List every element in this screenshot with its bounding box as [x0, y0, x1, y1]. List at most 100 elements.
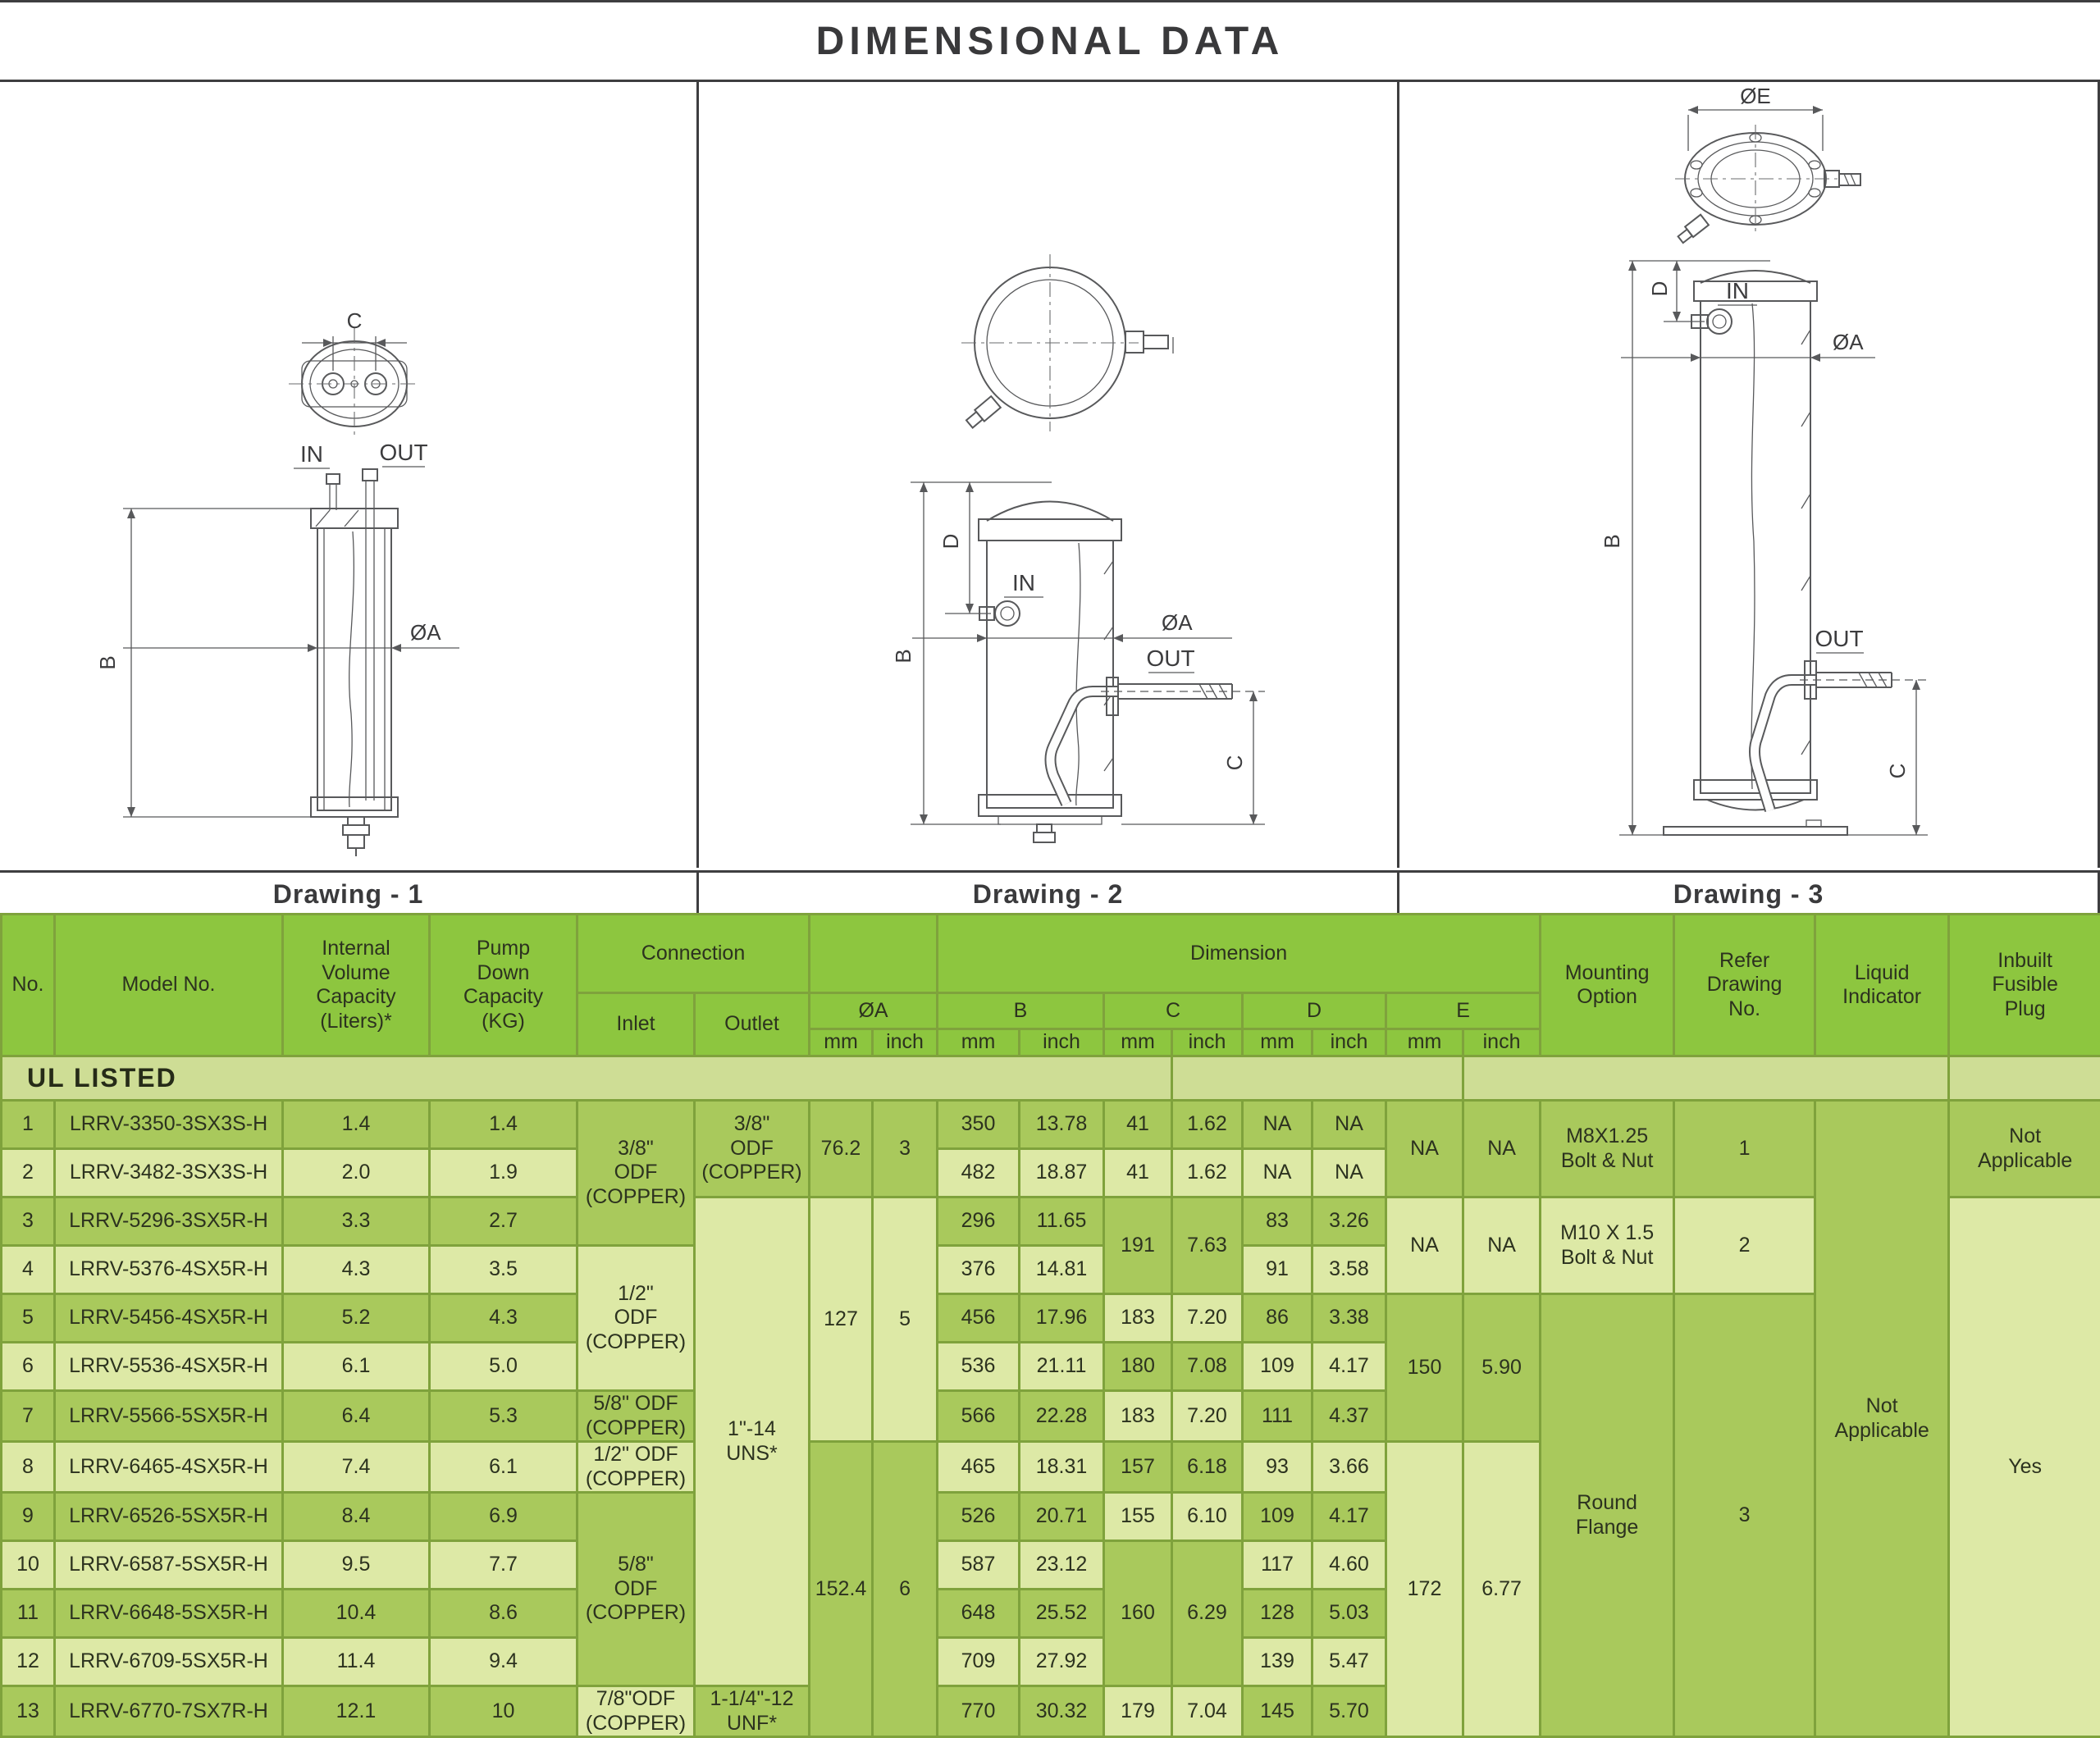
- data-cell: 41: [1102, 1147, 1174, 1198]
- data-cell: NA: [1385, 1099, 1465, 1198]
- data-cell: 7/8"ODF (COPPER): [576, 1685, 696, 1738]
- data-cell: 117: [1241, 1540, 1314, 1590]
- data-cell: 6.9: [428, 1491, 578, 1542]
- data-cell: 4.17: [1311, 1491, 1388, 1542]
- data-cell: 296: [936, 1196, 1021, 1247]
- dim-label-b: B: [95, 655, 120, 669]
- data-cell: Not Applicable: [1947, 1099, 2100, 1198]
- ul-listed-band: UL LISTED: [0, 1055, 1174, 1102]
- data-cell: 5.2: [281, 1293, 431, 1343]
- data-cell: 145: [1241, 1685, 1314, 1738]
- header-cell: inch: [1311, 1028, 1388, 1057]
- data-cell: 4.60: [1311, 1540, 1388, 1590]
- drawing-caption-3: Drawing - 3: [1399, 873, 2100, 915]
- data-cell: 709: [936, 1636, 1021, 1687]
- drawing-caption-1: Drawing - 1: [0, 873, 699, 915]
- col-volume: Internal Volume Capacity (Liters)*: [281, 913, 431, 1057]
- col-outlet: Outlet: [692, 992, 811, 1057]
- data-cell: 3.5: [428, 1244, 578, 1295]
- data-cell: 9.5: [281, 1540, 431, 1590]
- data-cell: 10.4: [281, 1588, 431, 1639]
- data-cell: 5.3: [428, 1389, 578, 1443]
- data-cell: 109: [1241, 1341, 1314, 1392]
- data-cell: 1.62: [1171, 1147, 1244, 1198]
- col-model: Model No.: [53, 913, 284, 1057]
- data-cell: 18.87: [1018, 1147, 1106, 1198]
- data-cell: NA: [1462, 1099, 1542, 1198]
- data-cell: 3: [1673, 1293, 1817, 1738]
- col-inlet: Inlet: [576, 992, 696, 1057]
- header-cell: inch: [1018, 1028, 1106, 1057]
- data-cell: 9.4: [428, 1636, 578, 1687]
- drawing2-top-view: [961, 254, 1174, 431]
- data-cell: 10: [428, 1685, 578, 1738]
- col-dia-a-spacer: [808, 913, 939, 994]
- data-cell: 5.03: [1311, 1588, 1388, 1639]
- data-cell: 3/8" ODF (COPPER): [692, 1099, 811, 1198]
- dim-label-c: C: [347, 308, 363, 333]
- data-cell: 526: [936, 1491, 1021, 1542]
- data-cell: 5: [871, 1196, 939, 1443]
- data-cell: Not Applicable: [1814, 1099, 1951, 1738]
- dimensional-data-table: No. Model No. Internal Volume Capacity (Li…: [0, 913, 2100, 1738]
- data-cell: 25.52: [1018, 1588, 1106, 1639]
- data-cell: 13.78: [1018, 1099, 1106, 1150]
- data-cell: 180: [1102, 1341, 1174, 1392]
- data-cell: 13: [0, 1685, 56, 1738]
- col-pumpdown: Pump Down Capacity (KG): [428, 913, 578, 1057]
- data-cell: 456: [936, 1293, 1021, 1343]
- data-cell: 1-1/4"-12 UNF*: [692, 1685, 811, 1738]
- data-cell: NA: [1241, 1099, 1314, 1150]
- data-cell: 111: [1241, 1389, 1314, 1443]
- data-cell: 11: [0, 1588, 56, 1639]
- data-cell: 8.6: [428, 1588, 578, 1639]
- col-no: No.: [0, 913, 56, 1057]
- data-cell: 183: [1102, 1389, 1174, 1443]
- data-cell: LRRV-3482-3SX3S-H: [53, 1147, 284, 1198]
- drawing3-front-view: IN D B: [1600, 260, 1928, 836]
- dim-label-b: B: [891, 649, 915, 663]
- data-cell: 7.04: [1171, 1685, 1244, 1738]
- drawings-section: DIMENSIONAL DATA: [0, 0, 2100, 915]
- data-cell: 12: [0, 1636, 56, 1687]
- page-title: DIMENSIONAL DATA: [0, 2, 2100, 82]
- drawing1-top-view: C: [289, 308, 420, 440]
- ul-band-cell: [1171, 1055, 1465, 1102]
- data-cell: LRRV-5296-3SX5R-H: [53, 1196, 284, 1247]
- data-cell: NA: [1311, 1099, 1388, 1150]
- data-cell: 109: [1241, 1491, 1314, 1542]
- data-cell: LRRV-5536-4SX5R-H: [53, 1341, 284, 1392]
- data-cell: 83: [1241, 1196, 1314, 1247]
- dim-label-dia-a: ØA: [1833, 330, 1864, 354]
- data-cell: 3/8" ODF (COPPER): [576, 1099, 696, 1247]
- data-cell: 160: [1102, 1540, 1174, 1687]
- data-cell: 17.96: [1018, 1293, 1106, 1343]
- header-cell: mm: [936, 1028, 1021, 1057]
- data-cell: 5.47: [1311, 1636, 1388, 1687]
- data-cell: 4: [0, 1244, 56, 1295]
- header-cell: inch: [1462, 1028, 1542, 1057]
- data-cell: 6.1: [281, 1341, 431, 1392]
- data-cell: 91: [1241, 1244, 1314, 1295]
- dim-label-d: D: [938, 534, 963, 550]
- receiver-drawing-1: C IN OUT: [95, 308, 459, 856]
- data-cell: LRRV-5376-4SX5R-H: [53, 1244, 284, 1295]
- data-cell: 1.9: [428, 1147, 578, 1198]
- in-label: IN: [300, 441, 323, 467]
- data-cell: Round Flange: [1539, 1293, 1676, 1738]
- data-cell: 10: [0, 1540, 56, 1590]
- data-cell: 566: [936, 1389, 1021, 1443]
- data-cell: 3.66: [1311, 1440, 1388, 1494]
- data-cell: 350: [936, 1099, 1021, 1150]
- data-cell: 8.4: [281, 1491, 431, 1542]
- data-cell: 86: [1241, 1293, 1314, 1343]
- drawing-caption-2: Drawing - 2: [699, 873, 1399, 915]
- data-cell: 1"-14 UNS*: [692, 1196, 811, 1687]
- col-e: E: [1385, 992, 1542, 1030]
- data-cell: 3.3: [281, 1196, 431, 1247]
- data-cell: Yes: [1947, 1196, 2100, 1738]
- in-label: IN: [1012, 570, 1035, 595]
- data-cell: 482: [936, 1147, 1021, 1198]
- data-cell: 3.38: [1311, 1293, 1388, 1343]
- drawing-captions: Drawing - 1 Drawing - 2 Drawing - 3: [0, 870, 2100, 915]
